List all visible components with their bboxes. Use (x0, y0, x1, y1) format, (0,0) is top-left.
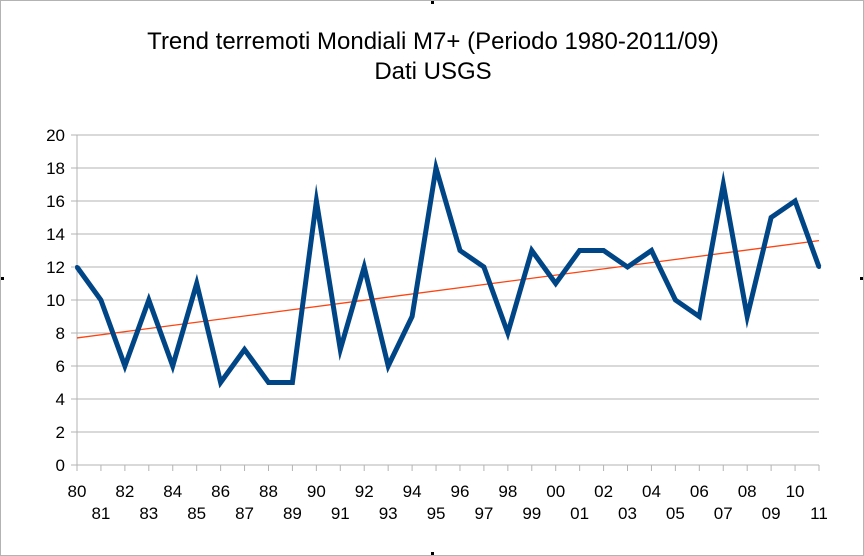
data-point-98 (505, 331, 510, 335)
data-point-95 (434, 166, 439, 170)
x-tick-label-83: 83 (139, 504, 158, 523)
chart-subtitle: Dati USGS (374, 58, 492, 85)
y-tick-label-8: 8 (56, 324, 65, 343)
y-tick-label-18: 18 (46, 159, 65, 178)
data-point-83 (146, 298, 151, 302)
resize-handle-top[interactable] (431, 1, 434, 4)
data-point-06 (697, 314, 702, 319)
data-point-97 (481, 265, 486, 269)
x-tick-label-80: 80 (68, 482, 87, 501)
data-point-09 (769, 215, 774, 220)
axes (71, 134, 820, 471)
y-tick-labels: 0 2 4 6 8 10 12 14 16 18 20 (46, 126, 65, 475)
x-tick-label-97: 97 (474, 504, 493, 523)
data-point-93 (386, 364, 391, 368)
data-point-03 (625, 265, 630, 269)
x-tick-label-10: 10 (786, 482, 805, 501)
x-tick-label-98: 98 (498, 482, 517, 501)
resize-handle-bottom[interactable] (431, 552, 434, 555)
data-point-02 (601, 248, 606, 253)
x-tick-label-88: 88 (259, 482, 278, 501)
x-tick-label-00: 00 (546, 482, 565, 501)
data-point-80 (75, 265, 79, 269)
y-tick-label-4: 4 (56, 390, 65, 409)
x-tick-label-96: 96 (451, 482, 470, 501)
series-group (74, 156, 822, 389)
resize-handle-right[interactable] (860, 277, 863, 280)
x-tick-label-09: 09 (762, 504, 781, 523)
data-point-84 (170, 364, 175, 368)
x-tick-label-93: 93 (379, 504, 398, 523)
y-tick-label-14: 14 (46, 225, 65, 244)
data-point-92 (362, 265, 367, 269)
x-tick-label-11: 11 (810, 504, 828, 523)
x-tick-label-89: 89 (283, 504, 302, 523)
x-tick-label-87: 87 (235, 504, 254, 523)
data-point-07 (721, 182, 726, 187)
data-point-10 (793, 199, 798, 203)
trendline (76, 239, 820, 339)
data-point-96 (457, 248, 462, 253)
y-tick-label-2: 2 (56, 423, 65, 442)
x-tick-label-01: 01 (570, 504, 589, 523)
trendline-group (76, 239, 820, 339)
y-tick-label-16: 16 (46, 192, 65, 211)
y-tick-label-12: 12 (46, 258, 65, 277)
data-point-81 (98, 298, 103, 302)
resize-handle-left[interactable] (1, 277, 4, 280)
series-line-0 (74, 156, 822, 389)
x-tick-label-05: 05 (666, 504, 685, 523)
data-point-86 (218, 380, 223, 385)
x-tick-label-90: 90 (307, 482, 326, 501)
y-tick-label-6: 6 (56, 357, 65, 376)
data-point-91 (338, 347, 343, 352)
x-tick-label-81: 81 (91, 504, 110, 523)
data-point-99 (529, 248, 534, 253)
x-tick-label-82: 82 (115, 482, 134, 501)
data-point-82 (122, 364, 127, 368)
x-tick-label-03: 03 (618, 504, 637, 523)
x-tick-label-92: 92 (355, 482, 374, 501)
data-point-94 (410, 314, 415, 319)
y-tick-label-0: 0 (56, 456, 65, 475)
data-point-85 (194, 281, 199, 286)
x-tick-label-94: 94 (403, 482, 422, 501)
x-tick-label-85: 85 (187, 504, 206, 523)
x-tick-label-08: 08 (738, 482, 757, 501)
data-point-87 (242, 347, 247, 352)
x-tick-label-02: 02 (594, 482, 613, 501)
chart-title: Trend terremoti Mondiali M7+ (Periodo 19… (147, 28, 719, 55)
data-point-88 (266, 380, 271, 385)
x-tick-label-06: 06 (690, 482, 709, 501)
x-tick-label-99: 99 (522, 504, 541, 523)
x-tick-label-95: 95 (427, 504, 446, 523)
x-tick-label-91: 91 (331, 504, 350, 523)
x-tick-label-84: 84 (163, 482, 182, 501)
data-point-00 (553, 281, 558, 286)
data-point-89 (290, 380, 295, 385)
data-point-90 (314, 199, 319, 203)
x-tick-label-04: 04 (642, 482, 661, 501)
x-tick-label-07: 07 (714, 504, 733, 523)
data-point-11 (817, 265, 821, 269)
y-tick-label-10: 10 (46, 291, 65, 310)
data-point-08 (745, 314, 750, 319)
y-tick-label-20: 20 (46, 126, 65, 145)
data-point-05 (673, 298, 678, 302)
data-point-04 (649, 248, 654, 253)
data-point-01 (577, 248, 582, 253)
x-tick-label-86: 86 (211, 482, 230, 501)
